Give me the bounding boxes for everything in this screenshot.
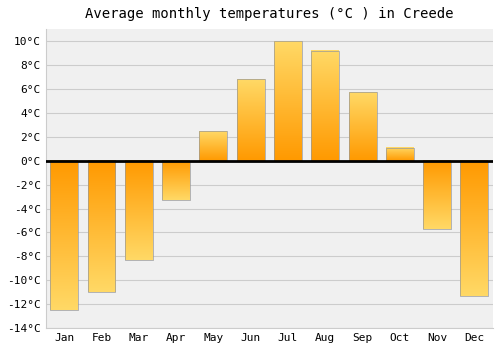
Bar <box>88 161 116 292</box>
Bar <box>162 161 190 200</box>
Bar <box>200 131 228 161</box>
Bar <box>125 161 153 260</box>
Bar <box>236 79 264 161</box>
Bar <box>423 161 451 229</box>
Bar <box>460 161 488 296</box>
Bar <box>274 41 302 161</box>
Bar <box>348 92 376 161</box>
Bar <box>386 147 414 161</box>
Title: Average monthly temperatures (°C ) in Creede: Average monthly temperatures (°C ) in Cr… <box>85 7 454 21</box>
Bar <box>312 51 339 161</box>
Bar <box>50 161 78 310</box>
